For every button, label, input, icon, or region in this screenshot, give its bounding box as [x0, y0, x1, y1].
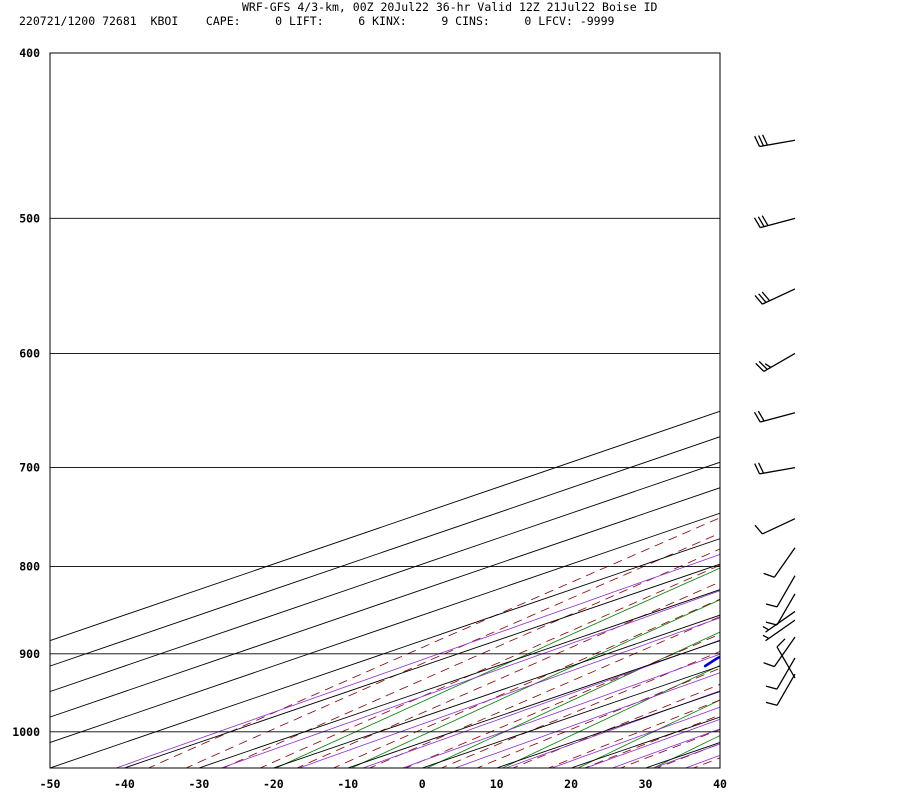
moist-adiabat: [296, 581, 720, 768]
dry-adiabat: [501, 665, 720, 768]
wind-barb: [753, 410, 796, 423]
station-indices: 220721/1200 72681 KBOI CAPE: 0 LIFT: 6 K…: [19, 14, 615, 28]
dry-adiabat: [866, 44, 900, 775]
moist-adiabat: [222, 548, 720, 768]
data-lines: [703, 140, 900, 668]
isotherm: [124, 563, 720, 768]
wind-barb: [755, 352, 796, 372]
y-tick-label: 400: [19, 46, 40, 60]
x-tick-label: 20: [564, 777, 578, 791]
wind-barb: [754, 462, 796, 475]
isotherm: [496, 691, 720, 768]
mixing-ratio-line: [584, 718, 720, 768]
y-tick-label: 500: [19, 211, 40, 225]
x-tick-label: 30: [639, 777, 653, 791]
mixing-ratio-line: [703, 44, 900, 775]
isotherm: [50, 512, 720, 743]
wind-barbs: [753, 134, 796, 706]
dewpoint-profile: [703, 655, 720, 668]
moist-adiabat: [511, 683, 720, 768]
moist-adiabat: [368, 616, 720, 768]
wind-barb: [754, 288, 796, 305]
plot-frame: [49, 52, 721, 769]
x-tick-label: -20: [263, 777, 284, 791]
mixing-ratio-line: [652, 743, 720, 768]
background-lines: [50, 44, 900, 775]
dry-adiabat: [715, 44, 900, 775]
wind-barb: [754, 134, 796, 148]
dry-adiabat: [426, 631, 720, 768]
isotherm: [198, 589, 720, 768]
moist-adiabat: [547, 699, 720, 768]
moist-adiabat: [655, 743, 720, 768]
wind-barb: [765, 673, 796, 706]
moist-adiabat: [692, 757, 720, 768]
mixing-ratio-line: [453, 672, 720, 768]
mixing-ratio-line: [401, 653, 720, 768]
wind-barb: [765, 593, 796, 626]
dry-adiabat: [577, 699, 720, 768]
wind-barb: [765, 575, 796, 608]
mixing-ratio-line: [114, 553, 720, 768]
x-tick-label: -50: [40, 777, 61, 791]
x-tick-label: 10: [490, 777, 504, 791]
wind-barb: [754, 518, 796, 535]
mixing-ratio-line: [732, 44, 900, 775]
y-tick-label: 700: [19, 461, 40, 475]
wind-barb: [762, 610, 796, 633]
wind-barb: [763, 636, 796, 668]
isotherm: [50, 436, 720, 667]
moist-adiabat: [259, 564, 720, 768]
moist-adiabat: [476, 667, 720, 768]
moist-adiabat: [619, 729, 720, 768]
moist-adiabat: [185, 532, 720, 768]
temperature-profile: [864, 140, 900, 667]
isotherm: [50, 410, 720, 642]
x-tick-label: 0: [419, 777, 426, 791]
wind-barb: [776, 638, 796, 679]
dry-adiabat: [791, 44, 900, 775]
mixing-ratio-line: [611, 728, 720, 768]
wind-barb: [753, 215, 796, 229]
wind-barb: [765, 657, 796, 690]
isotherm: [719, 767, 720, 768]
x-tick-label: -40: [114, 777, 135, 791]
moist-adiabat: [332, 598, 720, 768]
mixing-ratio-line: [297, 617, 720, 768]
dry-adiabat: [350, 599, 720, 768]
mixing-ratio-line: [219, 590, 720, 768]
wind-barb: [762, 619, 796, 642]
isotherm: [347, 640, 720, 768]
isotherm: [50, 487, 720, 718]
moist-adiabat: [583, 714, 720, 768]
isotherm: [50, 461, 720, 693]
wind-barb: [763, 547, 796, 578]
mixing-ratio-line: [684, 754, 720, 768]
isotherm: [645, 742, 720, 768]
isotherm: [570, 716, 720, 768]
x-tick-label: -10: [337, 777, 358, 791]
tick-labels: -50 -40 -30 -20 -10 0 10 20 30 40 400 500 600 700 800 9…: [12, 46, 727, 791]
x-tick-label: -30: [188, 777, 209, 791]
chart-title: WRF-GFS 4/3-km, 00Z 20Jul22 36-hr Valid …: [242, 0, 658, 14]
grid-lines: [50, 52, 720, 733]
y-tick-label: 600: [19, 346, 40, 360]
dry-adiabat: [275, 567, 720, 768]
x-tick-label: 40: [713, 777, 727, 791]
mixing-ratio-line: [361, 639, 720, 768]
moist-adiabat: [440, 651, 720, 768]
y-tick-label: 800: [19, 560, 40, 574]
y-tick-label: 900: [19, 647, 40, 661]
moist-adiabat: [147, 517, 720, 768]
isotherm: [50, 538, 720, 768]
y-tick-label: 1000: [12, 725, 40, 739]
moist-adiabat: [712, 53, 900, 775]
isotherm: [273, 614, 720, 768]
mixing-ratio-line: [504, 690, 720, 768]
